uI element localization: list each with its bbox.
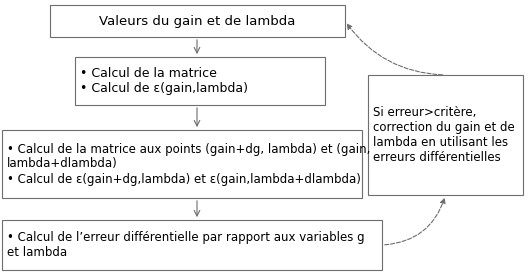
Text: • Calcul de l’erreur différentielle par rapport aux variables g
et lambda: • Calcul de l’erreur différentielle par … [7,231,364,259]
Text: • Calcul de la matrice aux points (gain+dg, lambda) et (gain,
lambda+dlambda)
• : • Calcul de la matrice aux points (gain+… [7,142,370,186]
Text: Valeurs du gain et de lambda: Valeurs du gain et de lambda [99,14,296,27]
FancyArrowPatch shape [348,24,443,75]
Text: • Calcul de la matrice
• Calcul de ε(gain,lambda): • Calcul de la matrice • Calcul de ε(gai… [80,67,248,95]
Text: Si erreur>critère,
correction du gain et de
lambda en utilisant les
erreurs diff: Si erreur>critère, correction du gain et… [373,106,515,164]
FancyBboxPatch shape [368,75,523,195]
FancyBboxPatch shape [50,5,345,37]
FancyBboxPatch shape [2,220,382,270]
FancyArrowPatch shape [385,199,445,245]
FancyBboxPatch shape [75,57,325,105]
FancyBboxPatch shape [2,130,362,198]
